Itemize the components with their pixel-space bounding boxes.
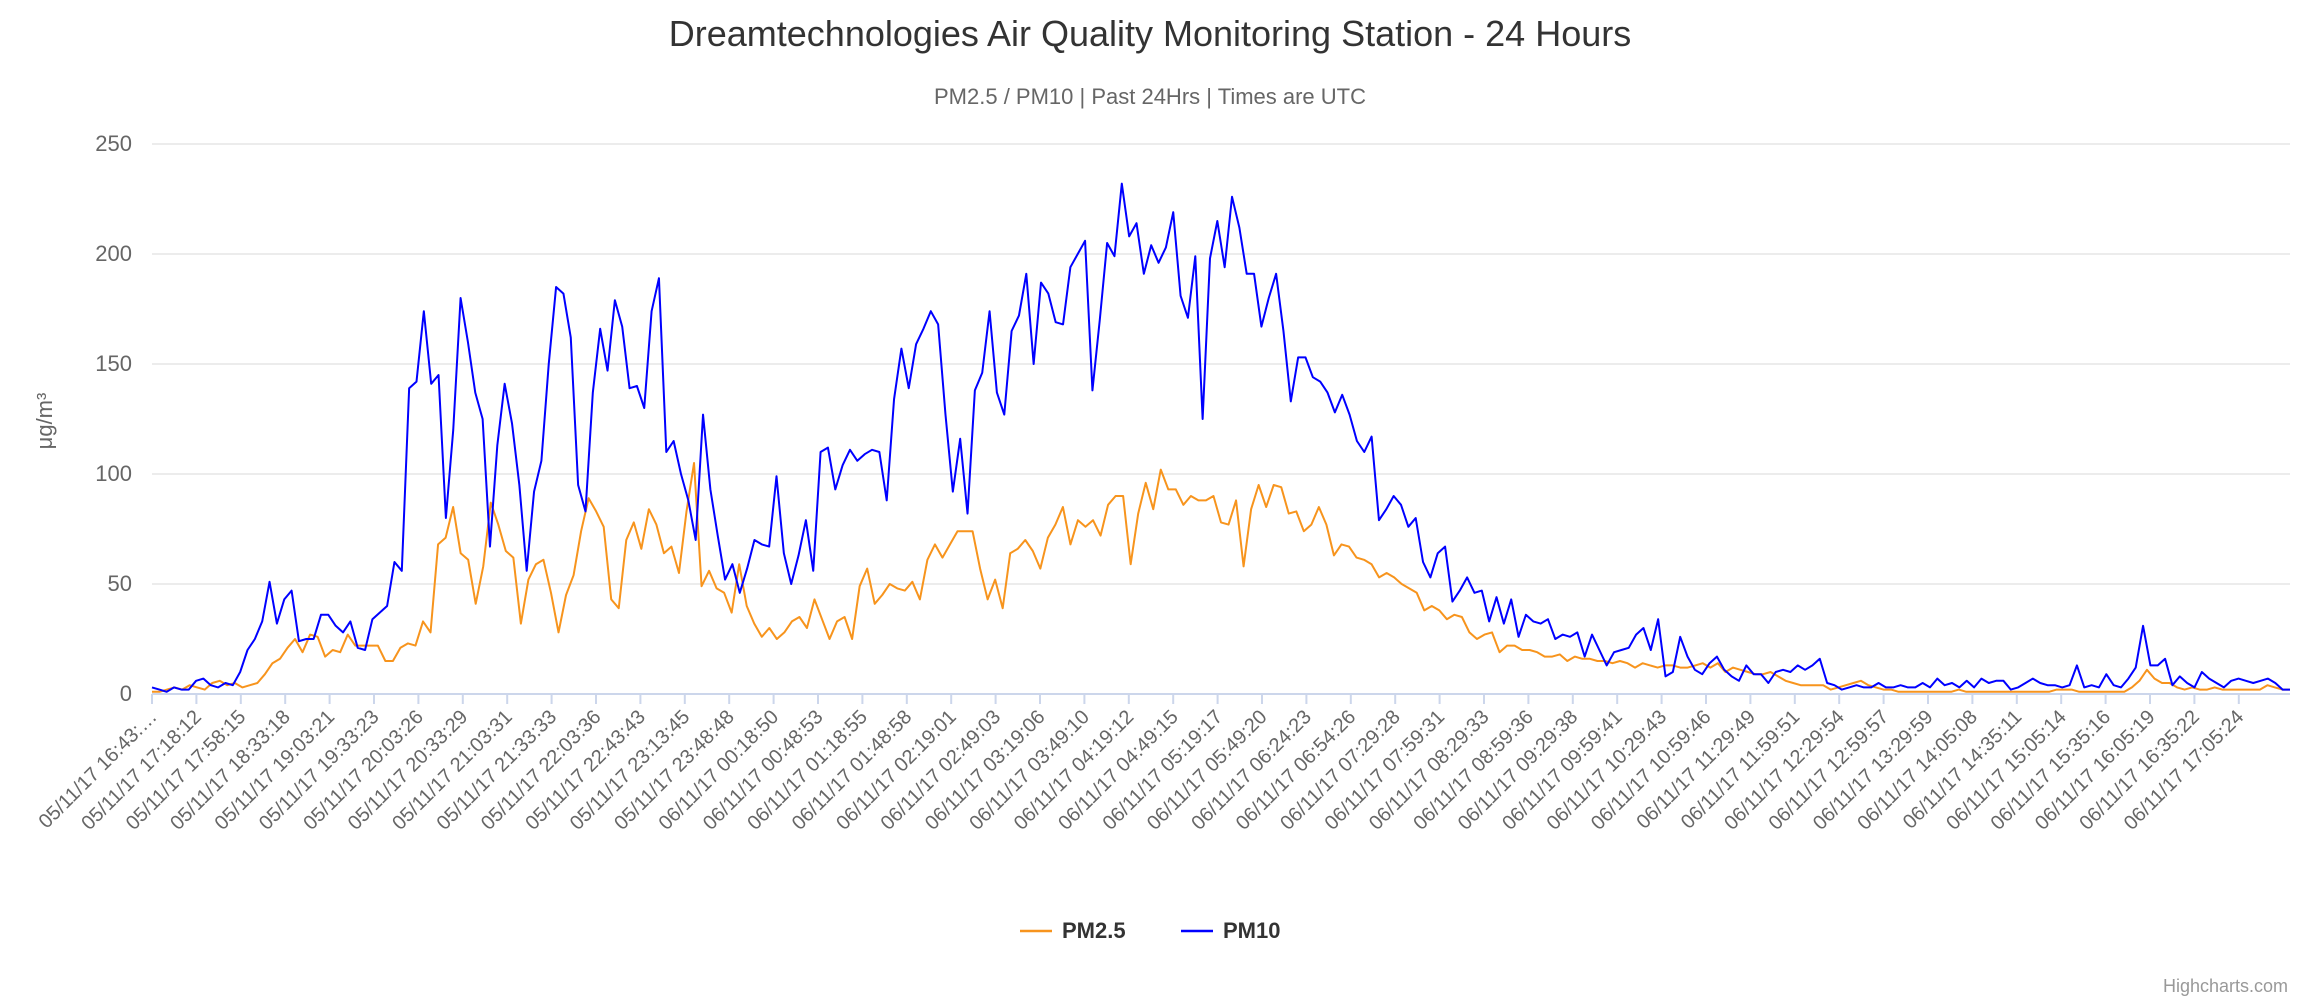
y-tick-label: 200 xyxy=(95,241,132,266)
series-line-pm25[interactable] xyxy=(152,462,2290,693)
legend-label: PM2.5 xyxy=(1062,918,1126,943)
chart-subtitle: PM2.5 / PM10 | Past 24Hrs | Times are UT… xyxy=(934,84,1366,109)
legend-item-pm10[interactable]: PM10 xyxy=(1181,918,1280,943)
series-layer xyxy=(151,182,2290,693)
grid-layer xyxy=(152,143,2290,695)
y-tick-label: 250 xyxy=(95,131,132,156)
y-tick-label: 100 xyxy=(95,461,132,486)
y-tick-label: 150 xyxy=(95,351,132,376)
x-axis-ticks: 05/11/17 16:43:…05/11/17 17:18:1205/11/1… xyxy=(35,694,2248,835)
credits-link[interactable]: Highcharts.com xyxy=(2163,976,2288,996)
legend[interactable]: PM2.5 PM10 xyxy=(1020,918,1280,943)
y-tick-label: 50 xyxy=(108,571,132,596)
y-axis-ticks: 0 50 100 150 200 250 xyxy=(95,131,132,706)
legend-item-pm25[interactable]: PM2.5 xyxy=(1020,918,1126,943)
chart-title: Dreamtechnologies Air Quality Monitoring… xyxy=(669,13,1631,54)
legend-label: PM10 xyxy=(1223,918,1280,943)
y-axis-label: μg/m³ xyxy=(32,393,57,450)
series-line-pm10[interactable] xyxy=(151,182,2290,693)
y-tick-label: 0 xyxy=(120,681,132,706)
